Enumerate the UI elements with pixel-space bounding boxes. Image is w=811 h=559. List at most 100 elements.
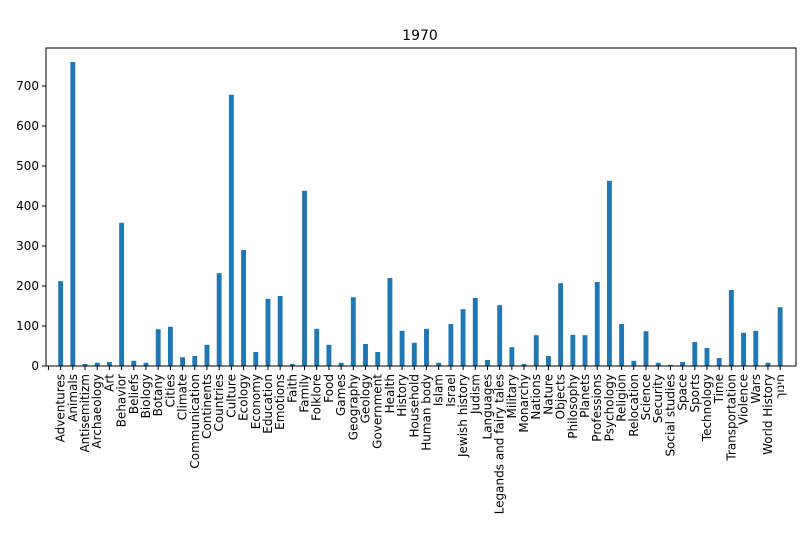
bar [667,364,673,366]
x-tick-label: Faith [285,374,299,403]
x-tick-label: Planets [578,374,592,418]
bar [497,305,503,366]
x-tick-label: Space [676,374,690,411]
x-tick-label: Sports [688,374,702,412]
y-axis: 0 100 200 300 400 500 600 700 [16,79,46,373]
x-tick-label: Climate [176,374,190,420]
x-tick-label: Science [639,374,653,421]
x-tick-label: Emotions [273,374,287,430]
x-tick-label: History [395,374,409,417]
bar [631,360,637,366]
bar [728,290,734,366]
x-tick-label: Nature [541,374,555,415]
x-tick-label: Israel [444,374,458,407]
bar [326,344,332,366]
bar [192,356,198,366]
x-tick-label: Economy [249,374,263,429]
bar [216,273,222,366]
x-tick-label: Philosophy [566,374,580,439]
y-tick-label: 0 [31,359,39,373]
bar [375,352,381,366]
x-tick-label: Jewish history [456,374,470,458]
x-tick-label: Relocation [627,374,641,437]
bar [765,362,771,366]
bar [253,352,259,366]
bar [680,362,686,366]
x-tick-label: Cities [163,374,177,407]
bar [741,332,746,366]
plot-frame [45,47,797,367]
bar [448,324,454,366]
bar [424,328,429,366]
bar [106,362,112,366]
x-tick-label: Security [651,374,665,423]
bar [570,334,576,366]
bar [228,94,234,367]
x-tick-label: Games [334,374,348,416]
bar [180,357,186,366]
y-tick-label: 300 [16,239,39,253]
x-tick-label: Islam [432,374,446,406]
bar [302,190,307,366]
x-tick-label: Communication [188,374,202,469]
bar [363,344,368,366]
x-tick-label: Human body [419,374,433,451]
chart-title: 1970 [402,28,438,44]
bar [546,356,551,366]
x-tick-label: Languages [480,374,494,439]
x-tick-label: Judism [468,374,482,415]
y-tick-label: 200 [16,279,39,293]
bar [692,342,698,366]
bar [82,364,88,366]
bar [387,278,393,366]
x-tick-label: Archaeology [90,374,104,449]
bar [119,222,125,366]
x-tick-label: Health [383,374,397,413]
bar [704,348,710,366]
x-tick-label: Military [505,374,519,418]
x-tick-label: Monarchy [517,374,531,433]
bar [655,362,661,366]
x-tick-label: Behavior [115,374,129,427]
bar [289,364,295,366]
x-tick-label: Family [298,374,312,413]
bar [338,362,344,366]
bar [204,344,210,366]
bar [716,358,722,366]
bar [619,324,625,366]
x-tick-label: Government [371,374,385,449]
x-tick-label: חינוך [773,374,787,399]
bar [460,309,466,366]
x-tick-label: Countries [212,374,226,432]
x-tick-label: Wars [749,374,763,404]
x-tick-label: Adventures [54,374,68,442]
x-tick-label: Transportation [724,374,738,462]
x-tick-label: Culture [224,374,238,418]
x-tick-label: Geology [359,374,373,423]
bar [533,335,539,366]
y-tick-label: 100 [16,319,39,333]
bar [399,330,405,366]
bar [143,362,149,366]
x-tick-label: World History [761,374,775,455]
x-tick-label: Professions [590,374,604,442]
x-tick-label: Objects [554,374,568,419]
y-tick-label: 700 [16,79,39,93]
bar [167,326,173,366]
x-tick-label: Religion [615,374,629,422]
x-tick-label: Legands and fairy tales [493,374,507,514]
bar [94,362,100,366]
x-tick-label: Time [712,374,726,404]
bar [277,296,283,366]
x-tick-label: Food [322,374,336,403]
x-tick-label: Nations [529,374,543,420]
bar [582,335,588,366]
x-tick-label: Geography [346,374,360,440]
bar [643,331,649,366]
x-tick-label: Botany [151,374,165,416]
bar [241,250,246,366]
x-tick-label: Biology [139,374,153,418]
bar [521,364,527,366]
bar [777,307,783,366]
x-tick-label: Social studies [663,374,677,457]
